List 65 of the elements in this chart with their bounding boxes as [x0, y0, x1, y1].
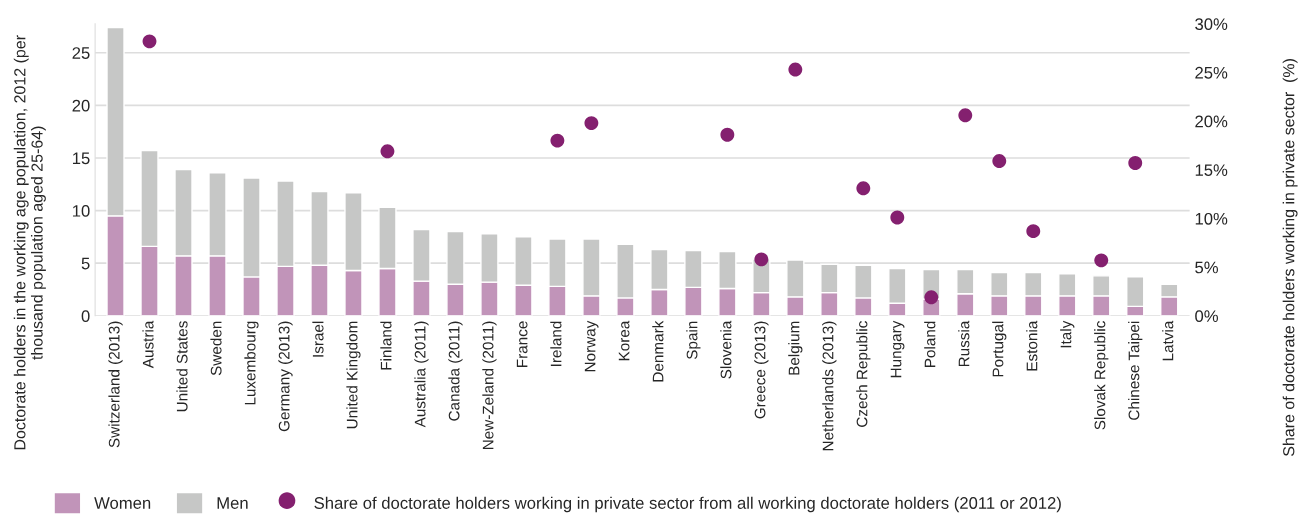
legend-label: Women — [94, 497, 151, 509]
x-tick-label: United States — [176, 321, 188, 412]
point — [550, 133, 565, 148]
y2-tick-label: 0% — [1195, 310, 1218, 323]
point — [856, 181, 871, 196]
x-tick-label: Netherlands (2013) — [822, 321, 837, 451]
x-tick-label: Korea — [618, 320, 630, 361]
x-tick-label: Slovak Republic — [1094, 321, 1109, 430]
legend-label: Share of doctorate holders working in private sector from all working doctorate holders (2011 or 2012) — [314, 496, 1061, 513]
x-tick-label: Luxembourg — [244, 321, 259, 405]
point — [1094, 253, 1109, 268]
point — [754, 252, 769, 267]
x-tick-label: Switzerland (2013) — [108, 321, 123, 448]
x-tick-label: Greece (2013) — [754, 321, 769, 419]
y2-tick-label: 30% — [1195, 18, 1228, 31]
x-tick-label: Denmark — [652, 320, 664, 382]
x-tick-label: Ireland — [550, 321, 562, 366]
legend-label: Men — [217, 497, 248, 509]
x-tick-label: Hungary — [890, 320, 905, 378]
x-tick-label: Slovenia — [720, 320, 732, 379]
x-tick-label: Germany (2013) — [278, 321, 293, 432]
x-tick-label: United Kingdom — [346, 321, 361, 429]
x-tick-label: Austria — [142, 320, 154, 369]
point — [1128, 156, 1143, 170]
y-tick-label: 25 — [72, 47, 90, 59]
x-tick-label: Russia — [958, 320, 970, 367]
x-tick-label: France — [516, 321, 528, 367]
x-tick-label: Latvia — [1162, 320, 1174, 361]
y-tick-label: 10 — [72, 204, 90, 217]
y2-tick-label: 5% — [1195, 261, 1218, 274]
y2-tick-label: 10% — [1195, 212, 1228, 225]
point — [992, 154, 1007, 168]
x-tick-label: Czech Republic — [856, 321, 871, 427]
x-tick-label: New-Zeland (2011) — [482, 321, 497, 450]
x-tick-label: Canada (2011) — [448, 321, 463, 421]
x-tick-label: Belgium — [788, 321, 803, 375]
y2-tick-label: 15% — [1195, 164, 1228, 177]
x-tick-label: Australia (2011) — [414, 321, 429, 428]
x-tick-label: Estonia — [1026, 320, 1038, 371]
point — [924, 290, 939, 305]
point — [380, 144, 395, 159]
x-tick-label: Norway — [584, 320, 599, 372]
x-tick-label: Sweden — [210, 321, 222, 376]
y-tick-label: 0 — [81, 310, 90, 323]
x-tick-label: Italy — [1060, 320, 1075, 348]
point — [720, 127, 735, 142]
y-tick-label: 20 — [72, 99, 90, 112]
x-tick-label: Israel — [312, 321, 324, 357]
x-tick-label: Spain — [686, 321, 701, 360]
x-tick-label: Portugal — [992, 321, 1007, 377]
y-axis-title: Doctorate holders in the working age population, 2012 (per thousand population aged 25-64) — [13, 35, 46, 450]
y-tick-label: 5 — [81, 257, 90, 270]
point — [142, 34, 157, 49]
y2-tick-label: 20% — [1195, 115, 1228, 128]
x-tick-label: Chinese Taipei — [1128, 321, 1143, 420]
y-tick-label: 15 — [72, 152, 90, 165]
x-tick-label: Finland — [380, 321, 392, 370]
y2-tick-label: 25% — [1195, 66, 1228, 79]
x-tick-label: Poland — [924, 321, 936, 367]
point — [890, 210, 905, 225]
point — [958, 108, 973, 123]
y2-axis-title: Share of doctorate holders working in private sector (%) — [1282, 59, 1298, 456]
point — [1026, 224, 1041, 239]
point — [788, 62, 803, 77]
point — [584, 116, 599, 131]
